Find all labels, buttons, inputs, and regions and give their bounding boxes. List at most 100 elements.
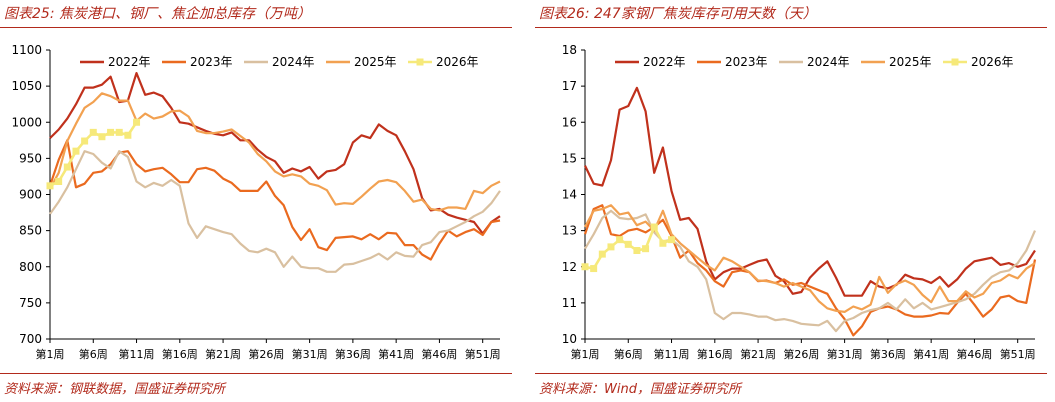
right-y-tick-label: 18 (562, 43, 577, 57)
left-y-tick-label: 850 (19, 224, 42, 238)
right-y-tick-label: 10 (562, 332, 577, 346)
right-series-2026-marker (616, 236, 624, 244)
right-x-tick-label: 第1周 (571, 347, 600, 361)
left-line-chart: 700 750 800 850 900 950 1000 1050 1100 第1周 第6周 第11周… (11, 43, 501, 361)
right-legend-item-2025: 2025年 (861, 55, 932, 69)
right-x-tick-label: 第21周 (740, 347, 776, 361)
right-legend-item-2024: 2024年 (779, 55, 850, 69)
right-y-tick-label: 15 (562, 151, 577, 165)
left-series-2026-marker (55, 177, 63, 185)
left-legend-item-2025: 2025年 (326, 55, 397, 69)
right-series-2023-line (583, 204, 1037, 337)
right-line-chart: 10 11 12 13 14 15 16 17 18 第1周 第6周 第11周 第16周 第21周 第26周… (562, 43, 1037, 361)
right-series-2026-marker (624, 240, 632, 248)
left-x-tick-label: 第36周 (335, 347, 371, 361)
left-series-2024-line (49, 150, 501, 273)
left-x-tick-label: 第41周 (378, 347, 414, 361)
left-y-tick-label: 1100 (11, 43, 42, 57)
right-x-tick-label: 第31周 (827, 347, 863, 361)
left-legend-item-2024: 2024年 (244, 55, 315, 69)
right-legend-label: 2025年 (889, 55, 932, 69)
left-y-tick-label: 800 (19, 260, 42, 274)
left-series-2026-marker (115, 128, 123, 136)
right-x-tick-label: 第46周 (956, 347, 992, 361)
left-y-tick-label: 950 (19, 151, 42, 165)
right-x-tick-label: 第6周 (614, 347, 643, 361)
right-series-2026-marker (607, 243, 615, 251)
right-legend-item-2022: 2022年 (615, 55, 686, 69)
left-x-tick-label: 第26周 (248, 347, 284, 361)
left-legend-label: 2022年 (108, 55, 151, 69)
right-series-2026-marker (650, 223, 658, 231)
left-legend-label: 2025年 (354, 55, 397, 69)
right-series-2026-marker (633, 246, 641, 254)
left-source-rule (0, 373, 512, 374)
left-title-rule (0, 27, 512, 28)
right-x-tick-label: 第36周 (870, 347, 906, 361)
right-legend-label: 2023年 (725, 55, 768, 69)
right-legend-marker (951, 58, 959, 66)
right-x-tick-label: 第51周 (1000, 347, 1036, 361)
left-series-2026-marker (133, 118, 141, 126)
right-x-tick-label: 第26周 (783, 347, 819, 361)
right-y-tick-label: 12 (562, 260, 577, 274)
right-x-tick-label: 第41周 (913, 347, 949, 361)
left-x-tick-label: 第31周 (292, 347, 328, 361)
right-series-2026-marker (668, 236, 676, 244)
right-y-tick-label: 13 (562, 224, 577, 238)
right-series-2026-marker (659, 239, 667, 247)
left-chart-panel: 图表25: 焦炭港口、钢厂、焦企加总库存（万吨） 700 750 800 850 900… (0, 0, 520, 402)
left-x-tick-label: 第11周 (119, 347, 155, 361)
left-legend-item-2022: 2022年 (80, 55, 151, 69)
right-title-rule (535, 27, 1047, 28)
right-x-tick-label: 第16周 (697, 347, 733, 361)
left-series-2026-marker (107, 128, 115, 136)
right-legend-label: 2026年 (971, 55, 1014, 69)
right-chart-title: 图表26: 247家钢厂焦炭库存可用天数（天） (539, 6, 817, 22)
left-series-2026-marker (98, 133, 106, 141)
right-series-2026-marker (581, 263, 589, 271)
left-x-tick-label: 第6周 (79, 347, 108, 361)
left-legend-label: 2023年 (190, 55, 233, 69)
right-y-tick-label: 16 (562, 115, 577, 129)
right-series-2026-marker (642, 245, 650, 253)
right-legend-label: 2024年 (807, 55, 850, 69)
left-x-tick-label: 第21周 (205, 347, 241, 361)
right-source-rule (535, 373, 1047, 374)
right-legend-item-2026: 2026年 (943, 55, 1014, 69)
right-chart-panel: 图表26: 247家钢厂焦炭库存可用天数（天） 10 11 12 13 14 15 16 17… (535, 0, 1055, 402)
left-series-2023-line (48, 139, 501, 261)
left-chart-source: 资料来源：钢联数据，国盛证券研究所 (4, 382, 226, 397)
right-chart-source: 资料来源：Wind，国盛证券研究所 (539, 382, 741, 397)
right-series-2025-line (584, 204, 1036, 313)
left-series-2026-marker (89, 128, 97, 136)
left-series-2025-line (49, 92, 501, 212)
right-series-2022-line (584, 86, 1036, 297)
left-y-tick-label: 700 (19, 332, 42, 346)
right-x-tick-label: 第11周 (654, 347, 690, 361)
right-y-tick-label: 14 (562, 188, 577, 202)
left-legend-label: 2024年 (272, 55, 315, 69)
left-series-2026-marker (46, 182, 54, 190)
left-x-tick-label: 第46周 (421, 347, 457, 361)
left-y-tick-label: 750 (19, 296, 42, 310)
left-series-2026-marker (124, 131, 132, 139)
right-series-2026-marker (598, 250, 606, 258)
left-legend-marker (416, 58, 424, 66)
left-y-tick-label: 900 (19, 188, 42, 202)
right-series-2026-marker (590, 265, 598, 273)
left-x-tick-label: 第1周 (36, 347, 65, 361)
left-legend-label: 2026年 (436, 55, 479, 69)
right-legend-item-2023: 2023年 (697, 55, 768, 69)
right-y-tick-label: 11 (562, 296, 577, 310)
right-legend-label: 2022年 (643, 55, 686, 69)
right-y-tick-label: 17 (562, 79, 577, 93)
left-series-2026-marker (81, 137, 89, 145)
left-legend-item-2026: 2026年 (408, 55, 479, 69)
left-series-2026-marker (72, 147, 80, 155)
left-legend-item-2023: 2023年 (162, 55, 233, 69)
left-x-tick-label: 第16周 (162, 347, 198, 361)
left-y-tick-label: 1000 (11, 115, 42, 129)
left-x-tick-label: 第51周 (465, 347, 501, 361)
left-series-2026-marker (63, 163, 71, 171)
